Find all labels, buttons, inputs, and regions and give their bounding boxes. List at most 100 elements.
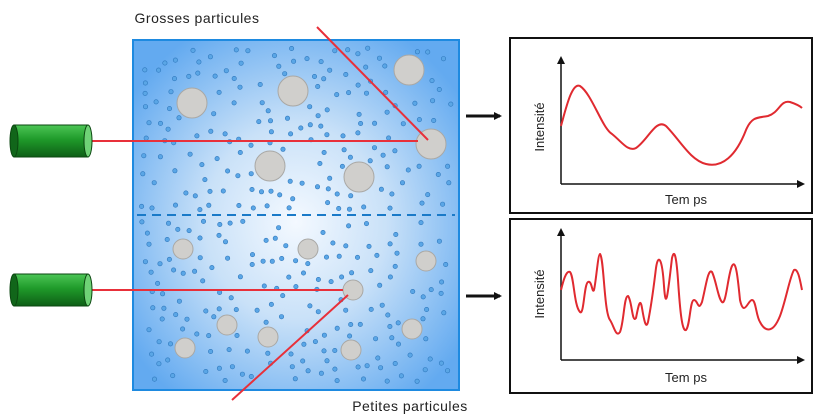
- small-particle: [305, 261, 311, 267]
- small-particle: [398, 373, 404, 379]
- small-particle: [202, 177, 208, 183]
- small-particle: [347, 333, 353, 339]
- small-particle: [307, 104, 313, 110]
- small-particle: [149, 205, 155, 211]
- small-particle: [284, 115, 290, 121]
- small-particle: [170, 373, 176, 379]
- small-particle: [428, 287, 434, 293]
- small-particle: [206, 333, 212, 339]
- small-particle: [176, 115, 182, 121]
- medium-particle: [401, 318, 423, 340]
- small-particle: [206, 202, 212, 208]
- small-particle: [239, 371, 245, 377]
- small-particle: [305, 368, 311, 374]
- small-particle: [288, 131, 294, 137]
- small-particle: [307, 122, 313, 128]
- small-particle: [318, 370, 324, 376]
- small-particle: [377, 282, 383, 288]
- small-particle: [341, 147, 347, 153]
- small-particle: [293, 284, 299, 290]
- small-particle: [380, 152, 386, 158]
- small-particle: [307, 303, 313, 309]
- small-particle: [311, 74, 317, 80]
- small-particle: [248, 142, 254, 148]
- small-particle: [387, 274, 393, 280]
- small-particle: [146, 120, 152, 126]
- small-particle: [244, 348, 250, 354]
- small-particle: [363, 64, 369, 70]
- small-particle: [317, 161, 323, 167]
- medium-particles: [172, 238, 437, 361]
- small-particle: [165, 126, 171, 132]
- small-particle: [194, 133, 200, 139]
- small-particle: [430, 98, 436, 104]
- small-particle: [301, 341, 307, 347]
- small-particle: [373, 336, 379, 342]
- small-particle: [282, 71, 288, 77]
- small-particle: [220, 188, 226, 194]
- small-particle: [141, 153, 147, 159]
- small-particle: [207, 54, 213, 60]
- small-particle: [195, 70, 201, 76]
- small-particle: [387, 205, 393, 211]
- small-particle: [343, 72, 349, 78]
- small-particle: [161, 305, 167, 311]
- small-particle: [222, 131, 228, 137]
- small-particle: [321, 150, 327, 156]
- small-particle: [234, 332, 240, 338]
- small-particle: [166, 256, 172, 262]
- small-particle: [159, 316, 165, 322]
- small-particle: [392, 263, 398, 269]
- small-particle: [151, 180, 157, 186]
- label-large-particles: Grosses particules: [135, 10, 260, 26]
- graph-box-top: [509, 37, 813, 214]
- small-particle: [166, 220, 172, 226]
- small-particles-cloud: [139, 45, 454, 384]
- small-particle: [435, 172, 441, 178]
- small-particle: [171, 267, 177, 273]
- small-particle: [315, 84, 321, 90]
- small-particle: [336, 206, 342, 212]
- small-particle: [347, 154, 353, 160]
- small-particle: [162, 60, 168, 66]
- small-particle: [250, 205, 256, 211]
- small-particle: [172, 57, 178, 63]
- small-particle: [263, 319, 269, 325]
- small-particle: [148, 269, 154, 275]
- small-particle: [142, 80, 148, 86]
- small-particle: [345, 47, 351, 53]
- small-particle: [261, 283, 267, 289]
- small-particle: [237, 84, 243, 90]
- small-particle: [197, 235, 203, 241]
- small-particle: [199, 162, 205, 168]
- small-particle: [139, 203, 145, 209]
- small-particle: [142, 90, 148, 96]
- small-particle: [321, 76, 327, 82]
- small-particle: [216, 89, 222, 95]
- small-particle: [172, 168, 178, 174]
- small-particle: [425, 49, 431, 55]
- small-particle: [209, 265, 215, 271]
- small-particle: [422, 367, 428, 373]
- small-particle: [268, 129, 274, 135]
- small-particle: [289, 45, 295, 51]
- small-particle: [152, 376, 158, 382]
- small-particle: [225, 255, 231, 261]
- y-label-bottom: Intensité: [532, 269, 547, 318]
- small-particle: [164, 237, 170, 243]
- small-particle: [222, 377, 228, 383]
- small-particle: [250, 252, 256, 258]
- small-particle: [146, 241, 152, 247]
- small-particle: [318, 59, 324, 65]
- small-particle: [324, 358, 330, 364]
- small-particle: [240, 218, 246, 224]
- small-particle: [423, 336, 429, 342]
- small-particle: [356, 111, 362, 117]
- small-particle: [249, 187, 255, 193]
- small-particle: [233, 47, 239, 53]
- small-particle: [184, 316, 190, 322]
- small-particle: [358, 121, 364, 127]
- small-particle: [211, 314, 217, 320]
- pointer-small-particles: [231, 294, 349, 401]
- small-particle: [334, 92, 340, 98]
